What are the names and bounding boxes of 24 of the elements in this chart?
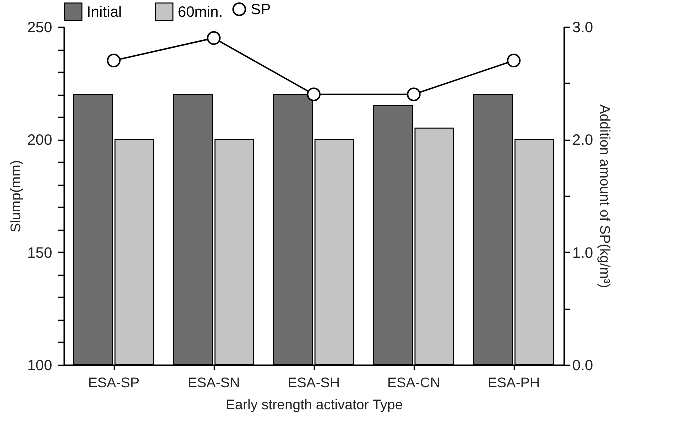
x-tick-label: ESA-SH	[288, 374, 340, 390]
y-tick-label: 100	[27, 358, 52, 374]
legend-label: Initial	[87, 4, 122, 21]
legend-label: 60min.	[178, 4, 224, 21]
x-tick-label: ESA-PH	[488, 374, 540, 390]
x-tick-label: ESA-SN	[188, 374, 240, 390]
y2-tick-label: 2.0	[572, 132, 594, 150]
y-tick-label: 250	[27, 20, 52, 36]
y-tick-label: 150	[27, 244, 52, 262]
x-tick-label: ESA-SP	[88, 374, 140, 390]
y2-tick-label: 1.0	[572, 244, 594, 262]
x-axis-title: Early strength activator Type	[226, 396, 404, 412]
y2-tick-label: 0.0	[572, 358, 594, 374]
x-tick-label: ESA-CN	[388, 374, 440, 390]
point	[107, 54, 121, 68]
y-axis-title: Slump(mm)	[7, 160, 24, 233]
point	[307, 88, 321, 102]
point	[207, 31, 221, 46]
y2-tick-label: 3.0	[572, 20, 594, 36]
y-tick-label: 200	[27, 132, 52, 150]
legend-label: SP	[251, 2, 272, 18]
y2-axis-title: Addition amount of SP(kg/m³)	[597, 104, 614, 288]
point	[507, 54, 521, 68]
point	[407, 88, 421, 102]
